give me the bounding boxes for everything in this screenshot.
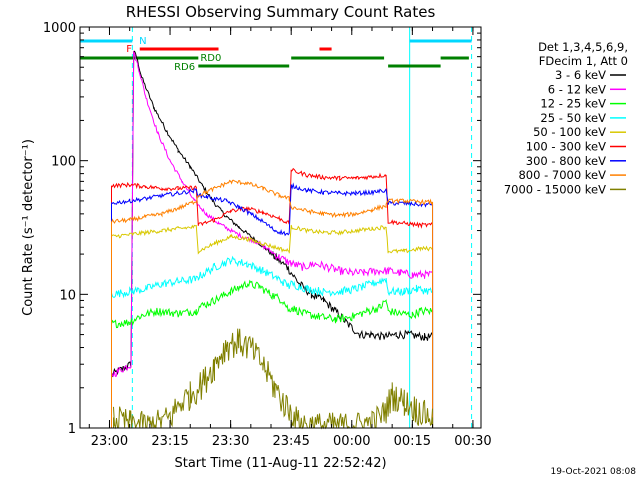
legend-label: 3 - 6 keV [555, 68, 606, 82]
x-tick-label: 23:30 [212, 434, 249, 449]
series-line-7 [111, 179, 433, 224]
flag-label-rd6: RD6 [174, 62, 195, 73]
x-tick-label: 00:30 [454, 434, 491, 449]
series-line-4 [111, 224, 433, 255]
flag-label-rd0: RD0 [200, 53, 221, 64]
series-line-6 [111, 182, 433, 237]
legend-label: 12 - 25 keV [540, 97, 606, 111]
y-tick-label: 10 [59, 288, 76, 303]
series-line-2 [111, 279, 433, 329]
x-tick-label: 00:15 [394, 434, 431, 449]
series-line-1 [111, 50, 433, 378]
footer-date: 19-Oct-2021 08:08 [551, 467, 637, 477]
legend-label: 100 - 300 keV [526, 140, 606, 154]
chart-title: RHESSI Observing Summary Count Rates [126, 3, 436, 21]
flag-label-n: N [139, 36, 146, 47]
legend-label: 6 - 12 keV [548, 82, 606, 96]
series-line-5 [111, 167, 433, 229]
x-tick-label: 23:15 [151, 434, 188, 449]
x-tick-label: 23:00 [91, 434, 128, 449]
y-tick-label: 1000 [43, 21, 76, 36]
y-tick-label: 1 [68, 422, 76, 437]
x-tick-label: 00:00 [333, 434, 370, 449]
x-tick-label: 23:45 [272, 434, 309, 449]
flag-label-f: F [126, 44, 132, 55]
legend-label: 800 - 7000 keV [518, 168, 606, 182]
series-line-8 [113, 328, 433, 430]
series-line-3 [111, 255, 433, 299]
legend-header-config: FDecim 1, Att 0 [539, 54, 628, 68]
y-axis-label: Count Rate (s⁻¹ detector⁻¹) [21, 139, 36, 316]
legend-label: 25 - 50 keV [540, 111, 606, 125]
legend-label: 7000 - 15000 keV [504, 182, 606, 196]
y-tick-label: 100 [51, 155, 76, 170]
plot-frame [79, 26, 482, 429]
legend-header-detectors: Det 1,3,4,5,6,9, [538, 40, 628, 54]
legend-label: 50 - 100 keV [533, 125, 606, 139]
x-axis-label: Start Time (11-Aug-11 22:52:42) [174, 456, 386, 471]
legend-label: 300 - 800 keV [526, 154, 606, 168]
